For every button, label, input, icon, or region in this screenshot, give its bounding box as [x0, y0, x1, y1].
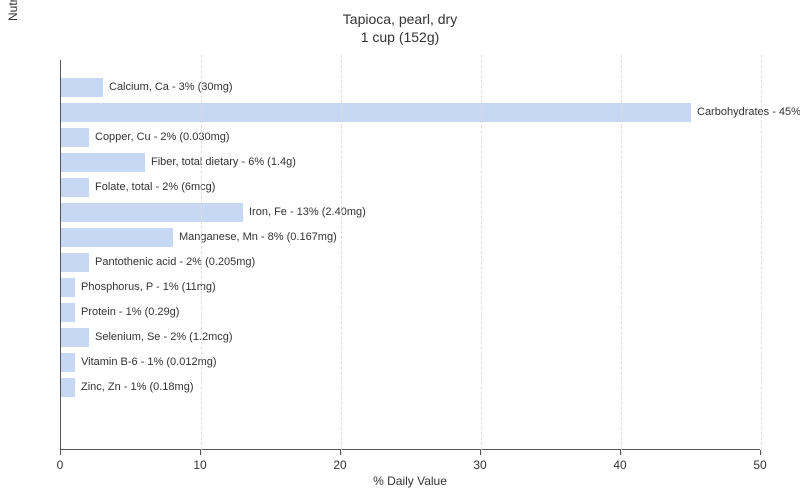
chart-title: Tapioca, pearl, dry 1 cup (152g) [0, 0, 800, 46]
bar [61, 228, 173, 247]
bar-row: Iron, Fe - 13% (2.40mg) [61, 200, 760, 225]
x-tick [620, 450, 621, 455]
x-tick [760, 450, 761, 455]
bar-label: Protein - 1% (0.29g) [81, 303, 179, 322]
bar-row: Selenium, Se - 2% (1.2mcg) [61, 325, 760, 350]
bar-label: Fiber, total dietary - 6% (1.4g) [151, 153, 296, 172]
bar-row: Carbohydrates - 45% (134.81g) [61, 100, 760, 125]
bar-label: Copper, Cu - 2% (0.030mg) [95, 128, 230, 147]
bar-row: Fiber, total dietary - 6% (1.4g) [61, 150, 760, 175]
x-tick-label: 10 [193, 458, 206, 472]
x-tick [480, 450, 481, 455]
bar [61, 78, 103, 97]
bar [61, 103, 691, 122]
y-axis-title: Nutrient [6, 0, 20, 250]
grid-line [621, 55, 622, 455]
bar [61, 378, 75, 397]
bar-row: Folate, total - 2% (6mcg) [61, 175, 760, 200]
x-axis-title: % Daily Value [60, 474, 760, 488]
bar-label: Iron, Fe - 13% (2.40mg) [249, 203, 366, 222]
x-tick-label: 20 [333, 458, 346, 472]
bar-row: Manganese, Mn - 8% (0.167mg) [61, 225, 760, 250]
grid-line [341, 55, 342, 455]
x-tick [60, 450, 61, 455]
bar-label: Pantothenic acid - 2% (0.205mg) [95, 253, 255, 272]
bar-label: Folate, total - 2% (6mcg) [95, 178, 215, 197]
grid-line [761, 55, 762, 455]
x-tick [340, 450, 341, 455]
bar [61, 203, 243, 222]
plot-area: Calcium, Ca - 3% (30mg) Carbohydrates - 4… [60, 60, 760, 450]
bar [61, 328, 89, 347]
nutrient-chart: Tapioca, pearl, dry 1 cup (152g) Nutrien… [0, 0, 800, 500]
bar [61, 303, 75, 322]
bar-row: Zinc, Zn - 1% (0.18mg) [61, 375, 760, 400]
chart-title-line2: 1 cup (152g) [0, 28, 800, 46]
x-tick [200, 450, 201, 455]
x-tick-label: 40 [613, 458, 626, 472]
bar-label: Vitamin B-6 - 1% (0.012mg) [81, 353, 217, 372]
bar-label: Calcium, Ca - 3% (30mg) [109, 78, 232, 97]
bar-row: Phosphorus, P - 1% (11mg) [61, 275, 760, 300]
bar-label: Phosphorus, P - 1% (11mg) [81, 278, 216, 297]
bar-row: Calcium, Ca - 3% (30mg) [61, 75, 760, 100]
bar-row: Vitamin B-6 - 1% (0.012mg) [61, 350, 760, 375]
bar-label: Carbohydrates - 45% (134.81g) [697, 103, 800, 122]
bar-label: Zinc, Zn - 1% (0.18mg) [81, 378, 193, 397]
bar-row: Copper, Cu - 2% (0.030mg) [61, 125, 760, 150]
bar-label: Manganese, Mn - 8% (0.167mg) [179, 228, 337, 247]
x-tick-label: 30 [473, 458, 486, 472]
x-tick-label: 50 [753, 458, 766, 472]
bars-container: Calcium, Ca - 3% (30mg) Carbohydrates - 4… [61, 60, 760, 449]
bar [61, 278, 75, 297]
bar-row: Protein - 1% (0.29g) [61, 300, 760, 325]
bar [61, 353, 75, 372]
grid-line [201, 55, 202, 455]
bar [61, 253, 89, 272]
x-tick-label: 0 [57, 458, 64, 472]
bar [61, 178, 89, 197]
grid-line [481, 55, 482, 455]
bar [61, 153, 145, 172]
bar-label: Selenium, Se - 2% (1.2mcg) [95, 328, 233, 347]
bar [61, 128, 89, 147]
bar-row: Pantothenic acid - 2% (0.205mg) [61, 250, 760, 275]
chart-title-line1: Tapioca, pearl, dry [0, 10, 800, 28]
